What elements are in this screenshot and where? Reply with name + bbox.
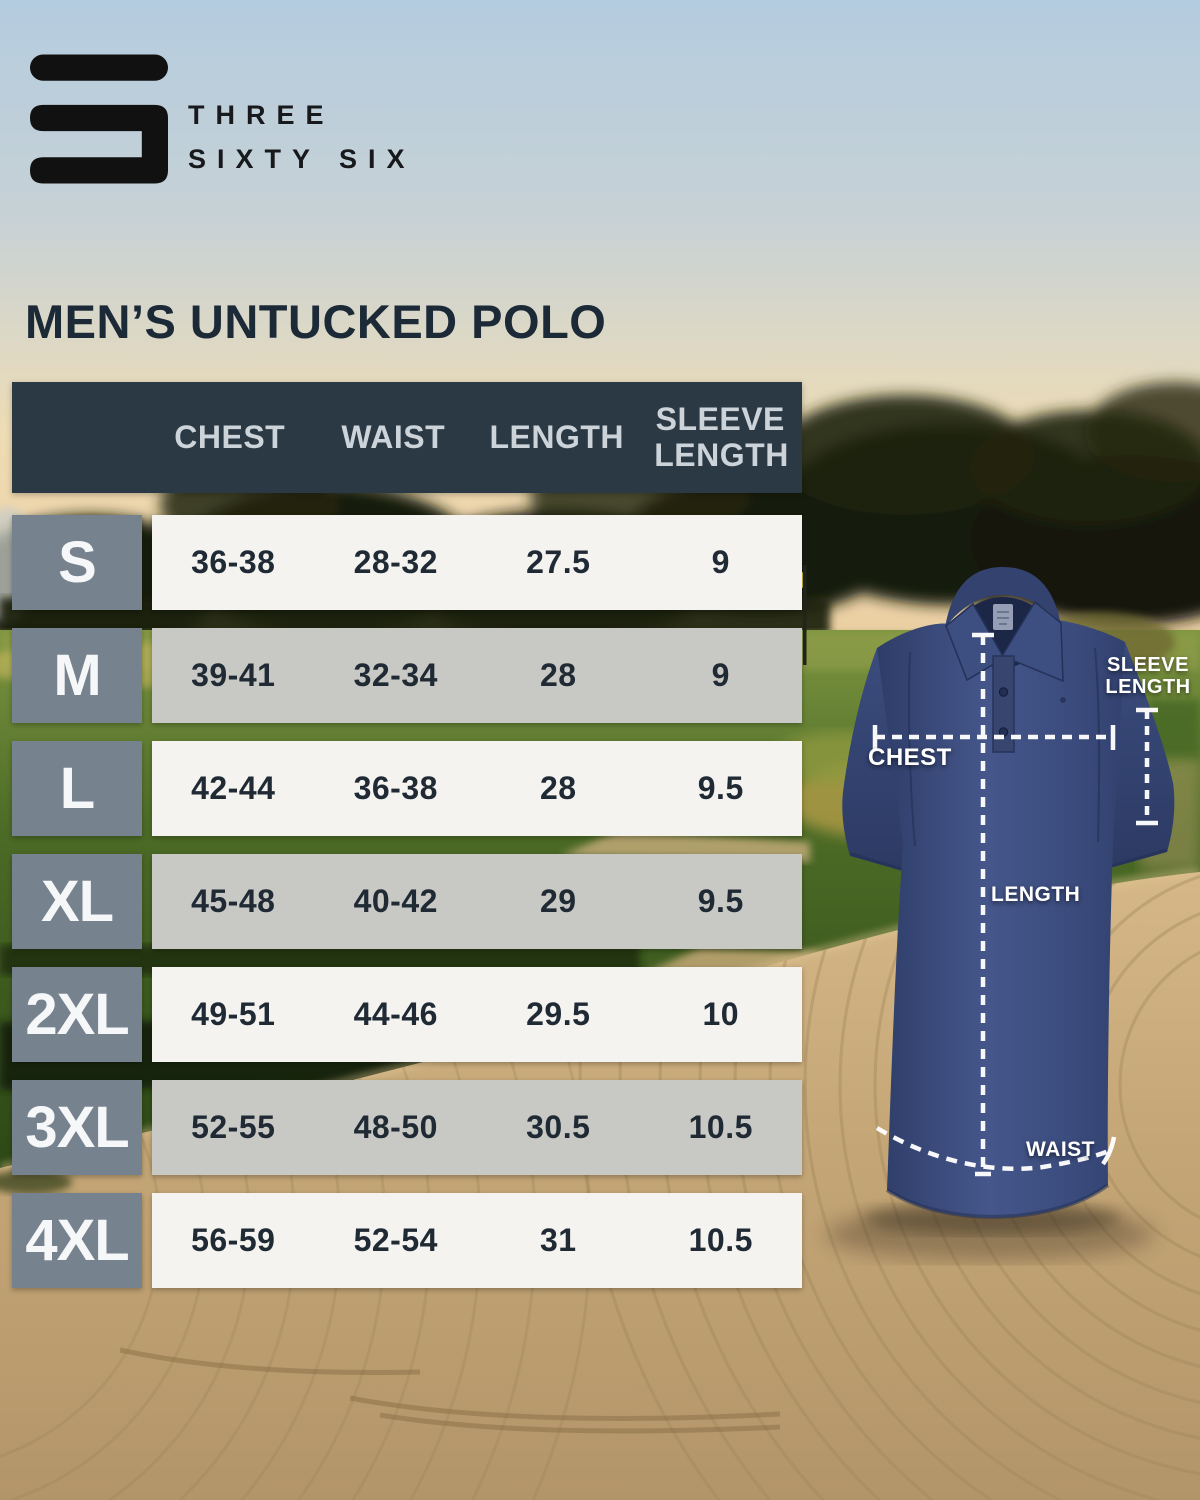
chest-value: 52-55 xyxy=(191,1109,276,1145)
chest-value: 36-38 xyxy=(191,544,276,580)
waist-value: 40-42 xyxy=(353,883,438,919)
chest-annotation-label: CHEST xyxy=(868,744,952,771)
waist-value: 36-38 xyxy=(353,770,438,806)
sleeve-length-value: 10 xyxy=(702,996,740,1032)
size-label: M xyxy=(12,628,142,723)
size-label: S xyxy=(12,515,142,610)
length-annotation-label: LENGTH xyxy=(991,883,1081,906)
sleeve-length-value: 10.5 xyxy=(688,1222,753,1258)
polo-shirt-illustration xyxy=(842,567,1175,1219)
chest-value: 49-51 xyxy=(191,996,276,1032)
row-values: 45-48 40-42 29 9.5 xyxy=(152,854,802,949)
size-row-m: M 39-41 32-34 28 9 xyxy=(12,628,802,723)
row-values: 52-55 48-50 30.5 10.5 xyxy=(152,1080,802,1175)
size-label: 2XL xyxy=(12,967,142,1062)
waist-value: 52-54 xyxy=(353,1222,438,1258)
length-value: 31 xyxy=(539,1222,577,1258)
size-row-3xl: 3XL 52-55 48-50 30.5 10.5 xyxy=(12,1080,802,1175)
page-title: MEN’S UNTUCKED POLO xyxy=(25,295,607,348)
size-row-l: L 42-44 36-38 28 9.5 xyxy=(12,741,802,836)
chest-value: 42-44 xyxy=(191,770,276,806)
chest-value: 56-59 xyxy=(191,1222,276,1258)
brand-wordmark-line1: THREE xyxy=(188,100,335,130)
sleeve-length-value: 9 xyxy=(711,544,730,580)
sleeve-length-annotation-label: SLEEVE LENGTH xyxy=(1105,654,1191,699)
size-row-2xl: 2XL 49-51 44-46 29.5 10 xyxy=(12,967,802,1062)
waist-value: 44-46 xyxy=(353,996,438,1032)
row-values: 42-44 36-38 28 9.5 xyxy=(152,741,802,836)
length-value: 30.5 xyxy=(526,1109,591,1145)
sleeve-length-value: 9.5 xyxy=(697,883,744,919)
sleeve-length-header-text: SLEEVE LENGTH xyxy=(654,401,789,473)
row-values: 56-59 52-54 31 10.5 xyxy=(152,1193,802,1288)
column-label-sleeve-length: SLEEVE LENGTH xyxy=(639,401,803,473)
size-label: XL xyxy=(12,854,142,949)
size-label: 3XL xyxy=(12,1080,142,1175)
waist-annotation-label: WAIST xyxy=(1026,1138,1095,1161)
waist-value: 48-50 xyxy=(353,1109,438,1145)
length-value: 28 xyxy=(539,770,577,806)
chest-value: 39-41 xyxy=(191,657,276,693)
column-label-chest: CHEST xyxy=(174,419,286,455)
length-value: 27.5 xyxy=(526,544,591,580)
waist-value: 28-32 xyxy=(353,544,438,580)
size-label: 4XL xyxy=(12,1193,142,1288)
size-row-xl: XL 45-48 40-42 29 9.5 xyxy=(12,854,802,949)
column-label-waist: WAIST xyxy=(341,419,446,455)
length-value: 29.5 xyxy=(526,996,591,1032)
length-value: 28 xyxy=(539,657,577,693)
row-values: 36-38 28-32 27.5 9 xyxy=(152,515,802,610)
column-label-length: LENGTH xyxy=(489,419,625,455)
sleeve-length-value: 9.5 xyxy=(697,770,744,806)
row-values: 49-51 44-46 29.5 10 xyxy=(152,967,802,1062)
sleeve-length-value: 10.5 xyxy=(688,1109,753,1145)
threesixtysix-logo-icon xyxy=(30,54,168,184)
size-row-s: S 36-38 28-32 27.5 9 xyxy=(12,515,802,610)
chest-value: 45-48 xyxy=(191,883,276,919)
length-value: 29 xyxy=(539,883,577,919)
waist-value: 32-34 xyxy=(353,657,438,693)
sleeve-length-value: 9 xyxy=(711,657,730,693)
size-label: L xyxy=(12,741,142,836)
row-values: 39-41 32-34 28 9 xyxy=(152,628,802,723)
brand-wordmark-line2: SIXTY SIX xyxy=(188,144,416,174)
size-chart-header: CHEST WAIST LENGTH SLEEVE LENGTH xyxy=(12,382,802,493)
size-row-4xl: 4XL 56-59 52-54 31 10.5 xyxy=(12,1193,802,1288)
